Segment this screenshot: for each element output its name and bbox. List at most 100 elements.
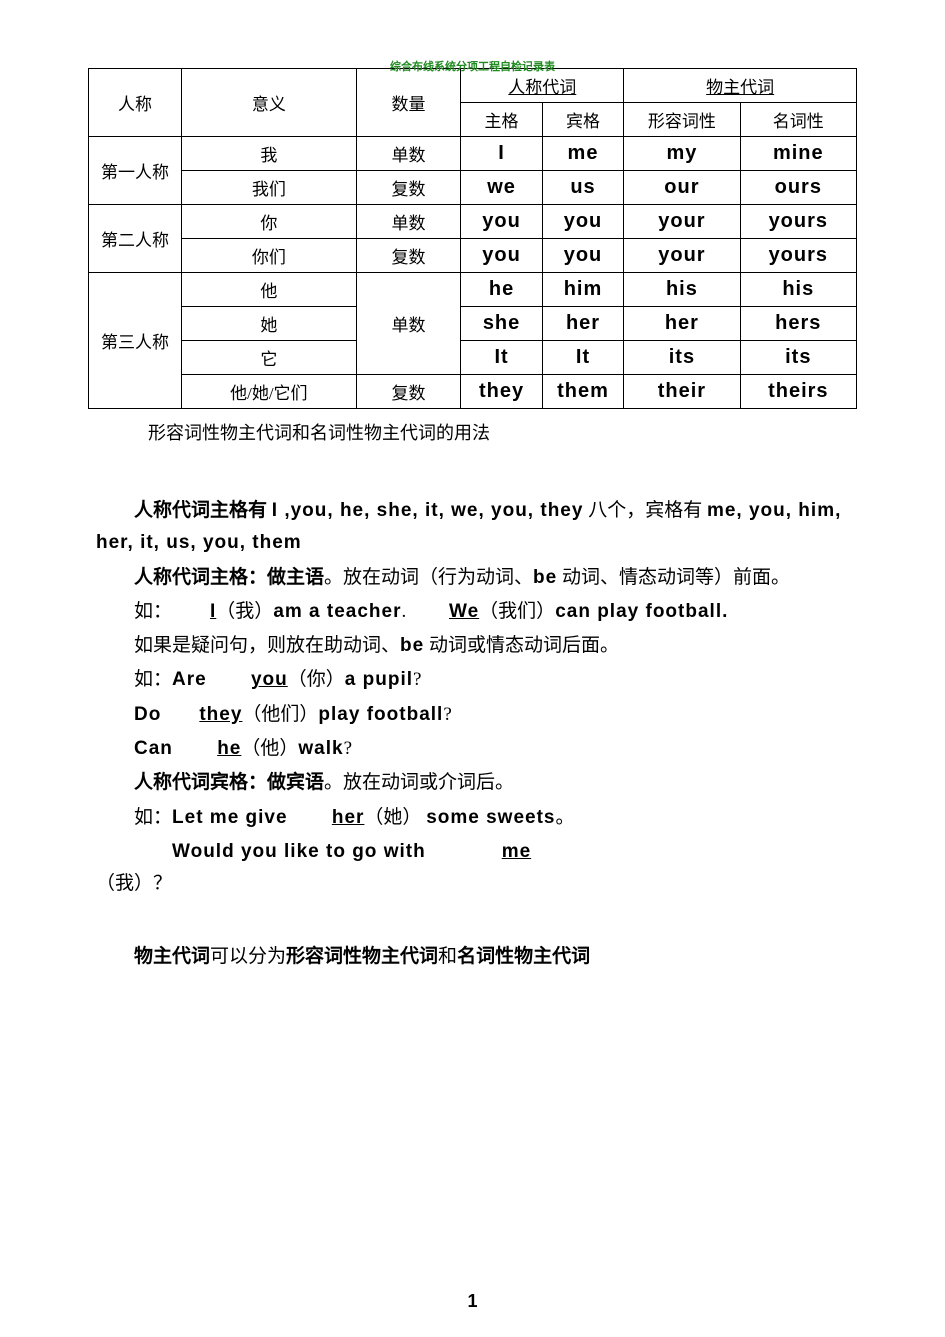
- text: 如：: [134, 601, 172, 622]
- text: 形容词性物主代词: [286, 946, 438, 967]
- text: a pupil: [345, 669, 413, 690]
- cell-obj: It: [542, 341, 623, 375]
- cell-person-2: 第二人称: [89, 205, 182, 273]
- cell-meaning: 她: [182, 307, 357, 341]
- cell-qty: 单数: [356, 205, 461, 239]
- text: am a teacher: [273, 601, 401, 622]
- cell-meaning: 我: [182, 137, 357, 171]
- text: （我们）: [479, 601, 555, 622]
- text: （他们）: [242, 704, 318, 725]
- th-noun: 名词性: [740, 103, 856, 137]
- cell-subj: she: [461, 307, 542, 341]
- cell-obj: us: [542, 171, 623, 205]
- th-object: 宾格: [542, 103, 623, 137]
- cell-qty: 复数: [356, 239, 461, 273]
- cell-subj: we: [461, 171, 542, 205]
- th-subject: 主格: [461, 103, 542, 137]
- text: be: [400, 635, 424, 656]
- th-adjective: 形容词性: [624, 103, 740, 137]
- th-quantity: 数量: [356, 69, 461, 137]
- text: some sweets: [426, 807, 555, 828]
- cell-adj: your: [624, 239, 740, 273]
- text: 。放在动词（行为动词、: [324, 567, 533, 588]
- cell-noun: hers: [740, 307, 856, 341]
- blank-answer: We: [411, 596, 479, 628]
- blank-answer: you: [213, 664, 288, 696]
- text: 人称代词宾格：做宾语: [134, 772, 324, 793]
- text: （我）: [216, 601, 273, 622]
- cell-qty: 复数: [356, 375, 461, 409]
- text: 动词或情态动词后面。: [424, 635, 619, 656]
- text: 可以分为: [210, 946, 286, 967]
- cell-noun: yours: [740, 239, 856, 273]
- text: 。放在动词或介词后。: [324, 772, 514, 793]
- cell-obj: her: [542, 307, 623, 341]
- text: （你）: [288, 669, 345, 690]
- text: ?: [443, 704, 451, 725]
- pronoun-table: 人称 意义 数量 人称代词 物主代词 主格 宾格 形容词性 名词性 第一人称 我…: [88, 68, 857, 409]
- cell-obj: me: [542, 137, 623, 171]
- text: walk: [298, 738, 343, 759]
- cell-adj: our: [624, 171, 740, 205]
- cell-noun: yours: [740, 205, 856, 239]
- cell-meaning: 他: [182, 273, 357, 307]
- cell-qty: 单数: [356, 137, 461, 171]
- body-content: 人称代词主格有 I ,you, he, she, it, we, you, th…: [88, 495, 857, 973]
- text: （他）: [241, 738, 298, 759]
- text: 八个，宾格有: [583, 500, 707, 521]
- cell-obj: him: [542, 273, 623, 307]
- th-possessive-pronoun: 物主代词: [624, 69, 857, 103]
- text: can play football.: [555, 601, 728, 622]
- text: Let me give: [172, 807, 294, 828]
- text: （她）: [364, 807, 426, 828]
- section-title: 形容词性物主代词和名词性物主代词的用法: [88, 419, 857, 445]
- cell-person-1: 第一人称: [89, 137, 182, 205]
- cell-subj: I: [461, 137, 542, 171]
- text: 如：: [134, 807, 172, 828]
- text: 。: [555, 807, 574, 828]
- cell-obj: you: [542, 205, 623, 239]
- page-number: 1: [467, 1291, 477, 1312]
- cell-subj: you: [461, 239, 542, 273]
- cell-meaning: 它: [182, 341, 357, 375]
- text: Do: [134, 704, 161, 725]
- text: I ,you, he, she, it, we, you, they: [272, 500, 584, 521]
- cell-noun: ours: [740, 171, 856, 205]
- text: 名词性物主代词: [457, 946, 590, 967]
- text: be: [533, 567, 557, 588]
- text: ?: [344, 738, 352, 759]
- cell-qty: 单数: [356, 273, 461, 375]
- blank-answer: he: [179, 733, 241, 765]
- blank-answer: they: [161, 699, 242, 731]
- doc-header-label: 综合布线系统分项工程自检记录表: [390, 58, 555, 74]
- blank-answer: me: [426, 836, 531, 868]
- text: 人称代词主格有: [134, 500, 272, 521]
- cell-subj: you: [461, 205, 542, 239]
- text: 人称代词主格：做主语: [134, 567, 324, 588]
- cell-noun: its: [740, 341, 856, 375]
- text: Are: [172, 669, 213, 690]
- cell-subj: they: [461, 375, 542, 409]
- text: play football: [318, 704, 443, 725]
- cell-adj: my: [624, 137, 740, 171]
- cell-noun: mine: [740, 137, 856, 171]
- blank-answer: I: [172, 596, 216, 628]
- text: 动词、情态动词等）前面。: [557, 567, 790, 588]
- text: （我）？: [96, 873, 172, 894]
- cell-subj: he: [461, 273, 542, 307]
- cell-adj: its: [624, 341, 740, 375]
- cell-meaning: 你们: [182, 239, 357, 273]
- th-meaning: 意义: [182, 69, 357, 137]
- text: 如果是疑问句，则放在助动词、: [134, 635, 400, 656]
- text: Would you like to go with: [172, 841, 426, 862]
- text: Can: [134, 738, 179, 759]
- cell-qty: 复数: [356, 171, 461, 205]
- cell-noun: his: [740, 273, 856, 307]
- cell-adj: his: [624, 273, 740, 307]
- cell-meaning: 我们: [182, 171, 357, 205]
- cell-adj: their: [624, 375, 740, 409]
- cell-obj: you: [542, 239, 623, 273]
- cell-noun: theirs: [740, 375, 856, 409]
- text: 如：: [134, 669, 172, 690]
- text: .: [402, 601, 412, 622]
